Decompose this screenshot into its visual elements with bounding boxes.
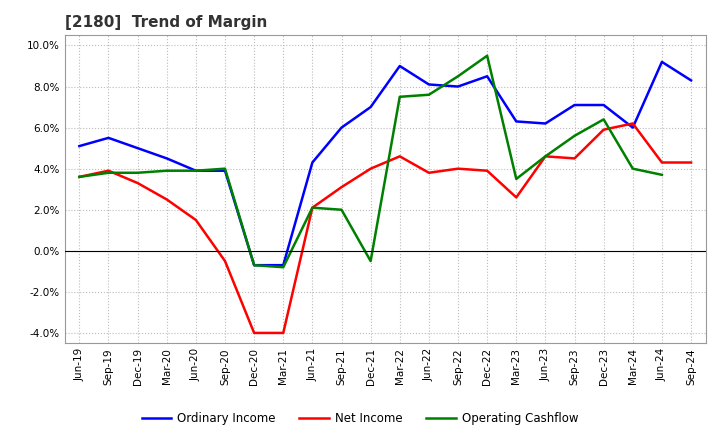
Net Income: [395, 154, 404, 159]
Net Income: [570, 156, 579, 161]
Net Income: [75, 174, 84, 180]
Operating Cashflow: [104, 170, 113, 176]
Net Income: [687, 160, 696, 165]
Operating Cashflow: [133, 170, 142, 176]
Line: Ordinary Income: Ordinary Income: [79, 62, 691, 265]
Net Income: [541, 154, 550, 159]
Net Income: [599, 127, 608, 132]
Operating Cashflow: [657, 172, 666, 177]
Operating Cashflow: [163, 168, 171, 173]
Operating Cashflow: [220, 166, 229, 171]
Net Income: [163, 197, 171, 202]
Net Income: [483, 168, 492, 173]
Net Income: [250, 330, 258, 336]
Ordinary Income: [395, 63, 404, 69]
Ordinary Income: [279, 263, 287, 268]
Net Income: [657, 160, 666, 165]
Legend: Ordinary Income, Net Income, Operating Cashflow: Ordinary Income, Net Income, Operating C…: [138, 407, 582, 430]
Operating Cashflow: [599, 117, 608, 122]
Operating Cashflow: [192, 168, 200, 173]
Net Income: [512, 195, 521, 200]
Operating Cashflow: [483, 53, 492, 59]
Ordinary Income: [308, 160, 317, 165]
Net Income: [629, 121, 637, 126]
Net Income: [220, 258, 229, 264]
Ordinary Income: [629, 125, 637, 130]
Ordinary Income: [599, 103, 608, 108]
Net Income: [308, 205, 317, 210]
Text: [2180]  Trend of Margin: [2180] Trend of Margin: [65, 15, 267, 30]
Ordinary Income: [250, 263, 258, 268]
Net Income: [425, 170, 433, 176]
Ordinary Income: [133, 146, 142, 151]
Operating Cashflow: [629, 166, 637, 171]
Ordinary Income: [541, 121, 550, 126]
Net Income: [454, 166, 462, 171]
Ordinary Income: [425, 82, 433, 87]
Net Income: [366, 166, 375, 171]
Line: Net Income: Net Income: [79, 124, 691, 333]
Ordinary Income: [512, 119, 521, 124]
Ordinary Income: [657, 59, 666, 65]
Net Income: [279, 330, 287, 336]
Ordinary Income: [366, 104, 375, 110]
Operating Cashflow: [454, 73, 462, 79]
Operating Cashflow: [250, 263, 258, 268]
Operating Cashflow: [512, 176, 521, 182]
Operating Cashflow: [308, 205, 317, 210]
Ordinary Income: [570, 103, 579, 108]
Ordinary Income: [75, 143, 84, 149]
Operating Cashflow: [425, 92, 433, 97]
Operating Cashflow: [279, 264, 287, 270]
Operating Cashflow: [337, 207, 346, 213]
Ordinary Income: [687, 78, 696, 83]
Net Income: [104, 168, 113, 173]
Line: Operating Cashflow: Operating Cashflow: [79, 56, 662, 267]
Net Income: [133, 180, 142, 186]
Operating Cashflow: [541, 154, 550, 159]
Ordinary Income: [220, 168, 229, 173]
Ordinary Income: [192, 168, 200, 173]
Net Income: [337, 184, 346, 190]
Net Income: [192, 217, 200, 223]
Ordinary Income: [163, 156, 171, 161]
Ordinary Income: [454, 84, 462, 89]
Operating Cashflow: [395, 94, 404, 99]
Ordinary Income: [337, 125, 346, 130]
Ordinary Income: [104, 135, 113, 140]
Ordinary Income: [483, 73, 492, 79]
Operating Cashflow: [366, 258, 375, 264]
Operating Cashflow: [75, 174, 84, 180]
Operating Cashflow: [570, 133, 579, 139]
